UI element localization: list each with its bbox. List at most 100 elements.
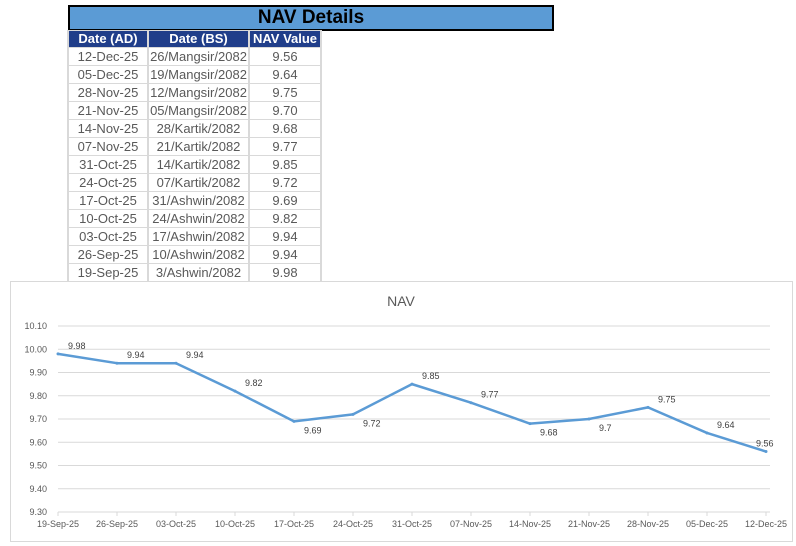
- y-tick-label: 9.90: [29, 368, 47, 378]
- y-tick-label: 9.80: [29, 391, 47, 401]
- data-point: [528, 422, 532, 426]
- cell-date-ad: 05-Dec-25: [69, 66, 147, 83]
- data-point: [705, 431, 709, 435]
- data-point: [233, 389, 237, 393]
- data-label: 9.7: [599, 423, 612, 433]
- x-tick-label: 31-Oct-25: [392, 519, 432, 529]
- cell-date-bs: 28/Kartik/2082: [149, 120, 248, 137]
- y-tick-label: 9.50: [29, 461, 47, 471]
- cell-nav-value: 9.82: [250, 210, 320, 227]
- cell-date-bs: 21/Kartik/2082: [149, 138, 248, 155]
- cell-date-ad: 14-Nov-25: [69, 120, 147, 137]
- cell-nav-value: 9.77: [250, 138, 320, 155]
- cell-nav-value: 9.56: [250, 48, 320, 65]
- data-point: [587, 417, 591, 421]
- nav-line-chart: NAV 9.30 9.40 9.50 9.60 9.70 9.80 9.90 10.00 10.1…: [24, 293, 787, 529]
- x-tick-label: 10-Oct-25: [215, 519, 255, 529]
- cell-date-ad: 12-Dec-25: [69, 48, 147, 65]
- table-row: 05-Dec-25 19/Mangsir/2082 9.64: [69, 66, 320, 83]
- data-label: 9.77: [481, 390, 499, 400]
- table-row: 07-Nov-25 21/Kartik/2082 9.77: [69, 138, 320, 155]
- cell-nav-value: 9.94: [250, 228, 320, 245]
- data-point: [351, 412, 355, 416]
- data-label: 9.56: [756, 439, 774, 449]
- data-point: [174, 361, 178, 365]
- cell-date-bs: 19/Mangsir/2082: [149, 66, 248, 83]
- header-date-bs: Date (BS): [149, 31, 248, 47]
- data-label: 9.98: [68, 341, 86, 351]
- header-date-ad: Date (AD): [69, 31, 147, 47]
- x-tick-label: 14-Nov-25: [509, 519, 551, 529]
- x-tick-label: 12-Dec-25: [745, 519, 787, 529]
- cell-date-bs: 14/Kartik/2082: [149, 156, 248, 173]
- cell-date-ad: 21-Nov-25: [69, 102, 147, 119]
- table-row: 12-Dec-25 26/Mangsir/2082 9.56: [69, 48, 320, 65]
- y-tick-label: 9.40: [29, 484, 47, 494]
- cell-date-ad: 17-Oct-25: [69, 192, 147, 209]
- cell-nav-value: 9.64: [250, 66, 320, 83]
- table-row: 28-Nov-25 12/Mangsir/2082 9.75: [69, 84, 320, 101]
- data-point: [410, 382, 414, 386]
- cell-date-ad: 07-Nov-25: [69, 138, 147, 155]
- cell-nav-value: 9.68: [250, 120, 320, 137]
- cell-nav-value: 9.72: [250, 174, 320, 191]
- cell-date-bs: 26/Mangsir/2082: [149, 48, 248, 65]
- cell-date-ad: 24-Oct-25: [69, 174, 147, 191]
- cell-date-bs: 12/Mangsir/2082: [149, 84, 248, 101]
- table-row: 26-Sep-25 10/Ashwin/2082 9.94: [69, 246, 320, 263]
- x-tick-label: 19-Sep-25: [37, 519, 79, 529]
- x-tick-label: 17-Oct-25: [274, 519, 314, 529]
- y-tick-label: 9.70: [29, 414, 47, 424]
- table-row: 31-Oct-25 14/Kartik/2082 9.85: [69, 156, 320, 173]
- data-label: 9.94: [127, 350, 145, 360]
- nav-table: Date (AD) Date (BS) NAV Value 12-Dec-25 2…: [67, 30, 322, 282]
- nav-chart: NAV 9.30 9.40 9.50 9.60 9.70 9.80 9.90 10.00 10.1…: [10, 281, 793, 542]
- x-tick-label: 05-Dec-25: [686, 519, 728, 529]
- table-row: 03-Oct-25 17/Ashwin/2082 9.94: [69, 228, 320, 245]
- cell-date-ad: 31-Oct-25: [69, 156, 147, 173]
- header-nav-value: NAV Value: [250, 31, 320, 47]
- x-tick-label: 24-Oct-25: [333, 519, 373, 529]
- data-point: [115, 361, 119, 365]
- cell-date-ad: 19-Sep-25: [69, 264, 147, 281]
- cell-date-ad: 28-Nov-25: [69, 84, 147, 101]
- data-label: 9.85: [422, 371, 440, 381]
- cell-date-bs: 07/Kartik/2082: [149, 174, 248, 191]
- data-point: [56, 352, 60, 356]
- cell-date-bs: 17/Ashwin/2082: [149, 228, 248, 245]
- table-row: 17-Oct-25 31/Ashwin/2082 9.69: [69, 192, 320, 209]
- data-point: [292, 419, 296, 423]
- cell-date-bs: 31/Ashwin/2082: [149, 192, 248, 209]
- cell-nav-value: 9.70: [250, 102, 320, 119]
- x-tick-label: 21-Nov-25: [568, 519, 610, 529]
- data-label: 9.72: [363, 418, 381, 428]
- cell-date-ad: 10-Oct-25: [69, 210, 147, 227]
- y-tick-label: 10.10: [24, 321, 47, 331]
- cell-nav-value: 9.85: [250, 156, 320, 173]
- cell-date-bs: 24/Ashwin/2082: [149, 210, 248, 227]
- data-label: 9.68: [540, 428, 558, 438]
- data-label: 9.94: [186, 350, 204, 360]
- cell-date-ad: 03-Oct-25: [69, 228, 147, 245]
- data-label: 9.69: [304, 425, 322, 435]
- cell-date-bs: 3/Ashwin/2082: [149, 264, 248, 281]
- chart-title: NAV: [387, 293, 415, 309]
- y-tick-label: 10.00: [24, 344, 47, 354]
- nav-details-title: NAV Details: [68, 5, 554, 31]
- data-label: 9.64: [717, 420, 735, 430]
- table-row: 10-Oct-25 24/Ashwin/2082 9.82: [69, 210, 320, 227]
- cell-nav-value: 9.75: [250, 84, 320, 101]
- data-point: [764, 450, 768, 454]
- cell-nav-value: 9.94: [250, 246, 320, 263]
- x-tick-label: 07-Nov-25: [450, 519, 492, 529]
- data-point: [646, 405, 650, 409]
- cell-nav-value: 9.98: [250, 264, 320, 281]
- table-row: 19-Sep-25 3/Ashwin/2082 9.98: [69, 264, 320, 281]
- x-tick-label: 28-Nov-25: [627, 519, 669, 529]
- table-row: 21-Nov-25 05/Mangsir/2082 9.70: [69, 102, 320, 119]
- data-point: [469, 401, 473, 405]
- table-row: 14-Nov-25 28/Kartik/2082 9.68: [69, 120, 320, 137]
- x-tick-label: 26-Sep-25: [96, 519, 138, 529]
- cell-date-ad: 26-Sep-25: [69, 246, 147, 263]
- y-tick-label: 9.30: [29, 507, 47, 517]
